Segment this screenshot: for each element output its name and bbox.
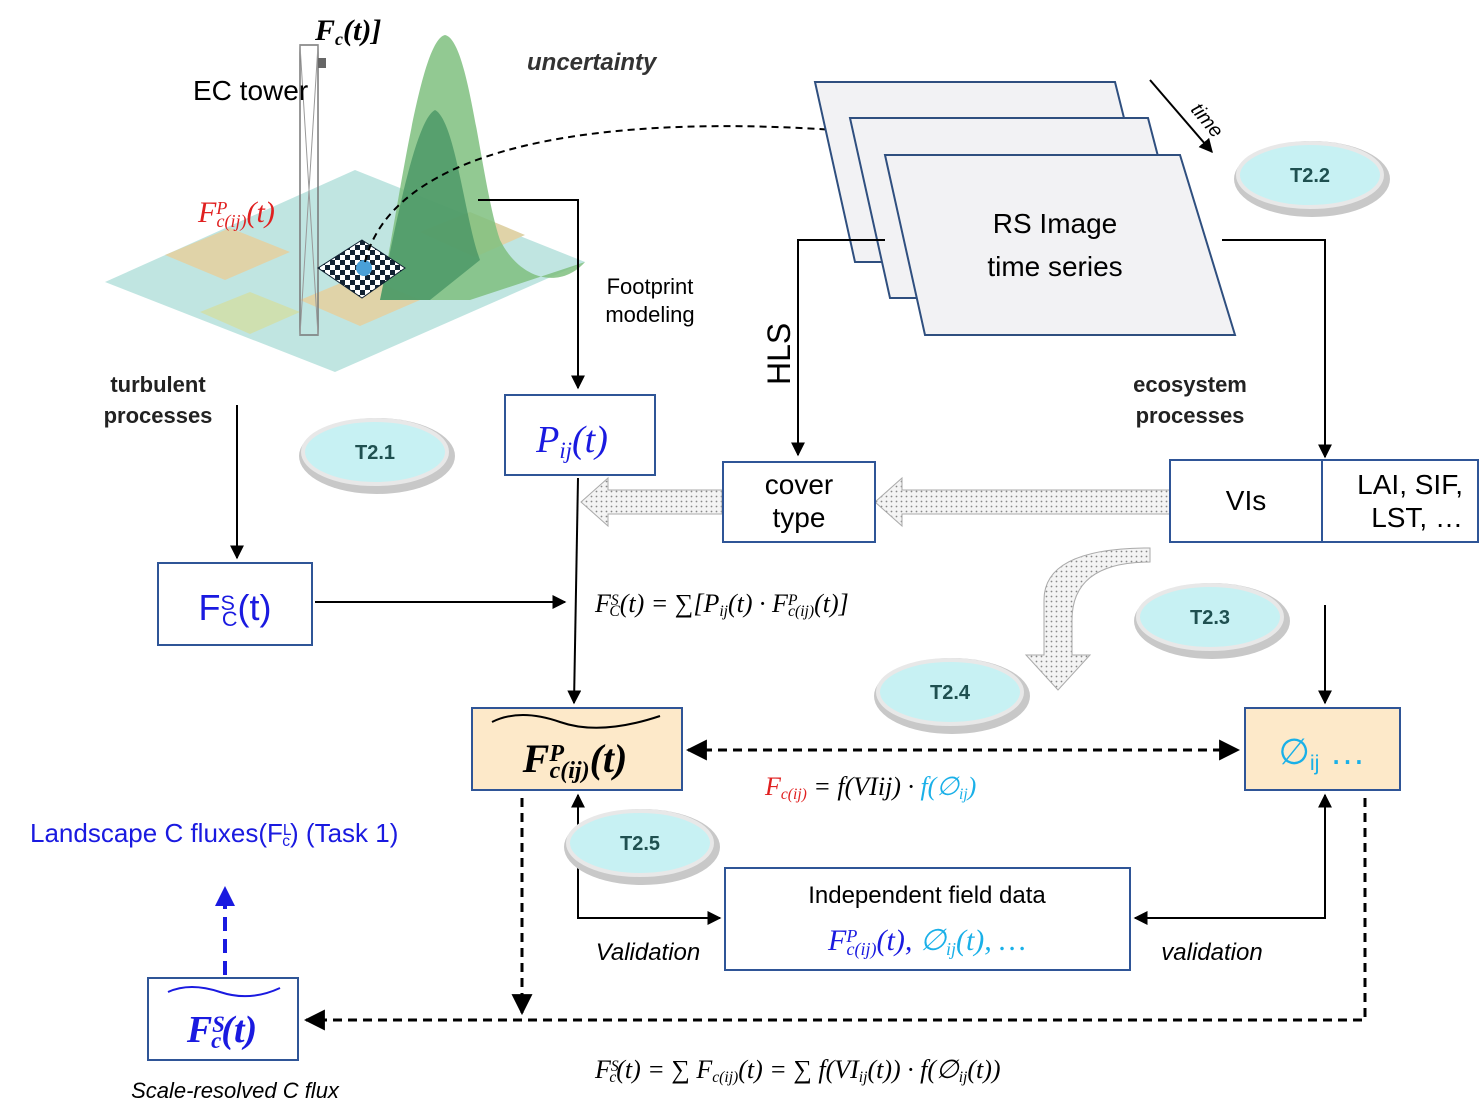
hatched-arrow bbox=[1026, 548, 1150, 690]
diagram: Fc(t)] EC tower uncertainty FPc(ij)(t) R… bbox=[0, 0, 1481, 1104]
formula-part: c bbox=[211, 1028, 221, 1053]
formula-part: c(ij) bbox=[217, 211, 247, 232]
formula-part: (t) bbox=[238, 587, 272, 628]
formula-part: (t) · F bbox=[728, 589, 789, 618]
formula-part: c(ij) bbox=[847, 939, 877, 960]
link-equation: Fc(ij) = f(VIij) · f(∅ij) bbox=[764, 772, 976, 803]
footprint-formula: Pij(t) bbox=[535, 419, 608, 463]
formula-part: ∅ bbox=[1279, 731, 1310, 772]
formula-part: ) (Task 1) bbox=[290, 818, 398, 848]
formula-part: F bbox=[314, 14, 335, 47]
formula-part: F bbox=[197, 196, 217, 229]
formula-part: c bbox=[335, 29, 343, 49]
formula-part: c(ij) bbox=[788, 603, 814, 620]
validation-right: validation bbox=[1161, 939, 1262, 966]
task-label: T2.1 bbox=[355, 442, 395, 464]
formula-part: F bbox=[522, 736, 550, 781]
time-label: time bbox=[1186, 99, 1227, 142]
formula-part: (t), … bbox=[956, 924, 1026, 957]
formula-part: c(ij) bbox=[550, 758, 590, 784]
formula-part: ij bbox=[959, 786, 968, 803]
formula-part: c(ij) bbox=[781, 786, 807, 803]
formula-part: ij bbox=[559, 438, 572, 463]
formula-part: F bbox=[827, 924, 847, 957]
formula-part: … bbox=[1319, 731, 1365, 772]
formula-part: (t), bbox=[877, 924, 920, 957]
formula-part: Landscape C fluxes( bbox=[30, 818, 267, 848]
formula-part: F bbox=[198, 587, 220, 628]
vis-label: VIs bbox=[1226, 485, 1266, 516]
formula-part: ij bbox=[719, 603, 728, 620]
formula-part: ∅ bbox=[920, 924, 948, 957]
formula-part: C bbox=[222, 606, 238, 631]
tower-flux: Fc(t)] bbox=[314, 14, 381, 49]
formula-part: (t)] bbox=[343, 14, 381, 47]
formula-part: (t) = ∑ F bbox=[616, 1055, 713, 1084]
formula-part: (t) bbox=[221, 1009, 257, 1051]
formula-part: F bbox=[186, 1009, 212, 1051]
formula-part: ij bbox=[946, 939, 956, 959]
formula-part: = f(VIij) · bbox=[807, 772, 921, 801]
validation-arrow bbox=[1135, 795, 1325, 918]
task-label: T2.5 bbox=[620, 833, 660, 855]
landscape-illustration bbox=[105, 35, 585, 372]
formula-part: (t)) · f(∅ bbox=[867, 1055, 960, 1084]
task-label: T2.4 bbox=[930, 682, 971, 704]
site-flux-box bbox=[158, 563, 312, 645]
hls-label: HLS bbox=[761, 323, 797, 385]
formula-part: ) bbox=[966, 772, 977, 801]
footprint-equation: FSC(t) = ∑[Pij(t) · FPc(ij)(t)] bbox=[594, 589, 849, 620]
hatched-arrow bbox=[581, 478, 722, 526]
formula-part: F bbox=[764, 772, 782, 801]
task-label: T2.3 bbox=[1190, 607, 1230, 629]
field-data-title: Independent field data bbox=[808, 882, 1046, 909]
validation-left: Validation bbox=[596, 939, 701, 966]
formula-part: F bbox=[267, 818, 283, 848]
formula-part: P bbox=[535, 419, 559, 461]
hatched-arrow bbox=[875, 478, 1170, 526]
formula-part: (t) = ∑ f(VI bbox=[738, 1055, 860, 1084]
formula-part: C bbox=[609, 603, 620, 620]
pixel-arrow bbox=[574, 478, 578, 703]
scale-caption: Scale-resolved C flux bbox=[131, 1078, 340, 1103]
formula-part: (t) = ∑[P bbox=[620, 589, 720, 618]
formula-part: (t)] bbox=[814, 589, 849, 618]
uncertainty-label: uncertainty bbox=[527, 49, 658, 76]
task-label: T2.2 bbox=[1290, 165, 1330, 187]
param-formula: ∅ij … bbox=[1279, 731, 1366, 775]
formula-part: (t) bbox=[572, 419, 608, 461]
formula-part: f(∅ bbox=[920, 772, 960, 801]
formula-part: ij bbox=[959, 1069, 968, 1086]
formula-part: ij bbox=[1310, 750, 1320, 775]
formula-part: c(ij) bbox=[712, 1069, 738, 1086]
formula-part: ij bbox=[859, 1069, 868, 1086]
ec-tower-label: EC tower bbox=[193, 75, 308, 106]
formula-part: (t) bbox=[590, 736, 628, 781]
hls-arrow bbox=[798, 240, 885, 455]
formula-part: (t) bbox=[247, 196, 275, 229]
formula-part: (t)) bbox=[967, 1055, 1000, 1084]
